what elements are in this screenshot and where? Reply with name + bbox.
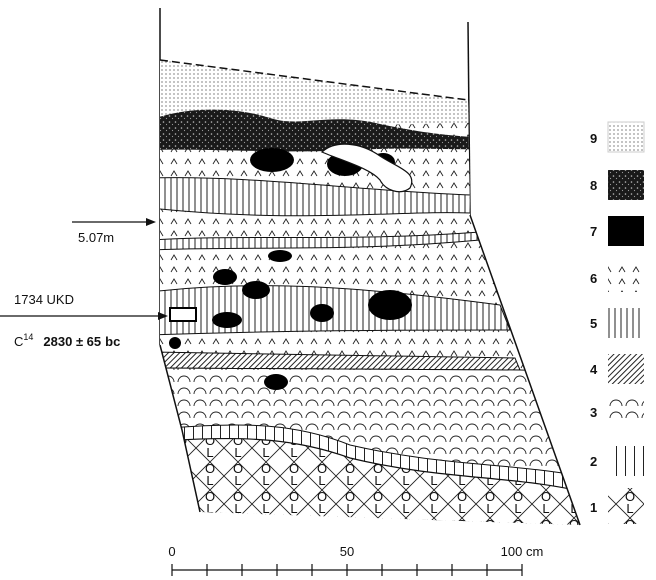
- dating: C14 2830 ± 65 bc: [14, 332, 120, 349]
- sample-box: [170, 308, 196, 321]
- scale-label: 100 cm: [501, 544, 544, 559]
- legend-label: 3: [590, 405, 597, 420]
- legend-label: 8: [590, 178, 597, 193]
- legend-label: 9: [590, 131, 597, 146]
- depth-label: 5.07m: [78, 230, 114, 245]
- layers: [150, 50, 600, 560]
- legend-swatch: [608, 354, 644, 384]
- legend-swatch: [608, 122, 644, 152]
- legend-swatch: [608, 216, 644, 246]
- stratigraphic-section: LO 5.07: [0, 0, 656, 580]
- legend-label: 7: [590, 224, 597, 239]
- legend-label: 5: [590, 316, 597, 331]
- dating-method: C: [14, 334, 23, 349]
- scale-label: 50: [340, 544, 354, 559]
- arrow-head: [146, 218, 156, 226]
- legend-swatch: [608, 262, 644, 292]
- legend-swatch: [608, 398, 644, 422]
- legend: 9 8 7 6 5 4 3 2 1: [590, 122, 644, 524]
- scale-bar: 0 50 100 cm: [168, 544, 543, 576]
- legend-swatch: [608, 170, 644, 200]
- legend-swatch: [608, 488, 644, 524]
- legend-swatch: [608, 446, 644, 476]
- dating-isotope: 14: [23, 332, 33, 342]
- legend-swatch: [608, 308, 644, 338]
- era: bc: [105, 334, 120, 349]
- legend-label: 4: [590, 362, 598, 377]
- scale-label: 0: [168, 544, 175, 559]
- legend-label: 1: [590, 500, 597, 515]
- legend-label: 6: [590, 271, 597, 286]
- sample-id: 1734 UKD: [14, 292, 74, 307]
- legend-label: 2: [590, 454, 597, 469]
- date: 2830 ± 65: [43, 334, 101, 349]
